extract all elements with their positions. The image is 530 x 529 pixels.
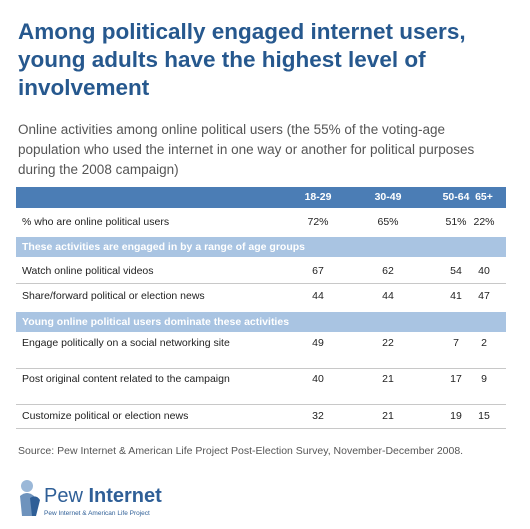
column-header: 65+: [475, 191, 493, 203]
cell-value: 40: [312, 373, 324, 385]
row-label: Watch online political videos: [22, 264, 154, 277]
cell-value: 44: [382, 289, 394, 302]
logo-name-light: Pew: [44, 485, 83, 507]
cell-value: 15: [478, 410, 490, 422]
subtitle: Online activities among online political…: [18, 122, 475, 177]
source: Source: Pew Internet & American Life Pro…: [18, 445, 464, 457]
title: Among politically engaged internet users…: [18, 19, 466, 100]
cell-value: 62: [382, 264, 394, 277]
logo: Pew Internet Pew Internet & American Lif…: [20, 480, 162, 517]
section-band: [16, 237, 506, 257]
logo-name: Pew Internet: [44, 485, 162, 507]
row-label: % who are online political users: [22, 216, 170, 228]
cell-value: 51%: [445, 216, 467, 228]
logo-tagline: Pew Internet & American Life Project: [44, 510, 150, 517]
cell-value: 49: [312, 337, 324, 349]
cell-value: 2: [481, 337, 487, 349]
row-label: Engage politically on a social networkin…: [22, 337, 230, 349]
row-label: Customize political or election news: [22, 410, 189, 422]
cell-value: 41: [450, 289, 462, 302]
cell-value: 22: [382, 337, 394, 349]
row-divider: [16, 404, 506, 405]
cell-value: 44: [312, 289, 324, 302]
row-label: Post original content related to the cam…: [22, 373, 230, 385]
cell-value: 17: [450, 373, 462, 385]
cell-value: 54: [450, 264, 462, 277]
row-divider: [16, 283, 506, 284]
logo-icon: [30, 496, 40, 516]
row-label: Share/forward political or election news: [22, 289, 205, 302]
cell-value: 67: [312, 264, 324, 277]
cell-value: 21: [382, 373, 394, 385]
cell-value: 22%: [473, 216, 495, 228]
cell-value: 7: [453, 337, 459, 349]
cell-value: 9: [481, 373, 487, 385]
logo-icon: [21, 480, 33, 492]
section-label: Young online political users dominate th…: [22, 316, 290, 328]
header-band: [16, 187, 506, 208]
section-label: These activities are engaged in by a ran…: [22, 241, 306, 253]
column-header: 18-29: [304, 191, 332, 203]
cell-value: 32: [312, 410, 324, 422]
row-divider: [16, 368, 506, 369]
cell-value: 65%: [377, 216, 399, 228]
cell-value: 72%: [307, 216, 329, 228]
column-header: 30-49: [374, 191, 402, 203]
column-header: 50-64: [442, 191, 470, 203]
cell-value: 19: [450, 410, 462, 422]
cell-value: 21: [382, 410, 394, 422]
row-divider: [16, 428, 506, 429]
logo-name-bold: Internet: [88, 485, 162, 507]
cell-value: 47: [478, 289, 490, 302]
cell-value: 40: [478, 264, 490, 277]
section-band: [16, 312, 506, 332]
